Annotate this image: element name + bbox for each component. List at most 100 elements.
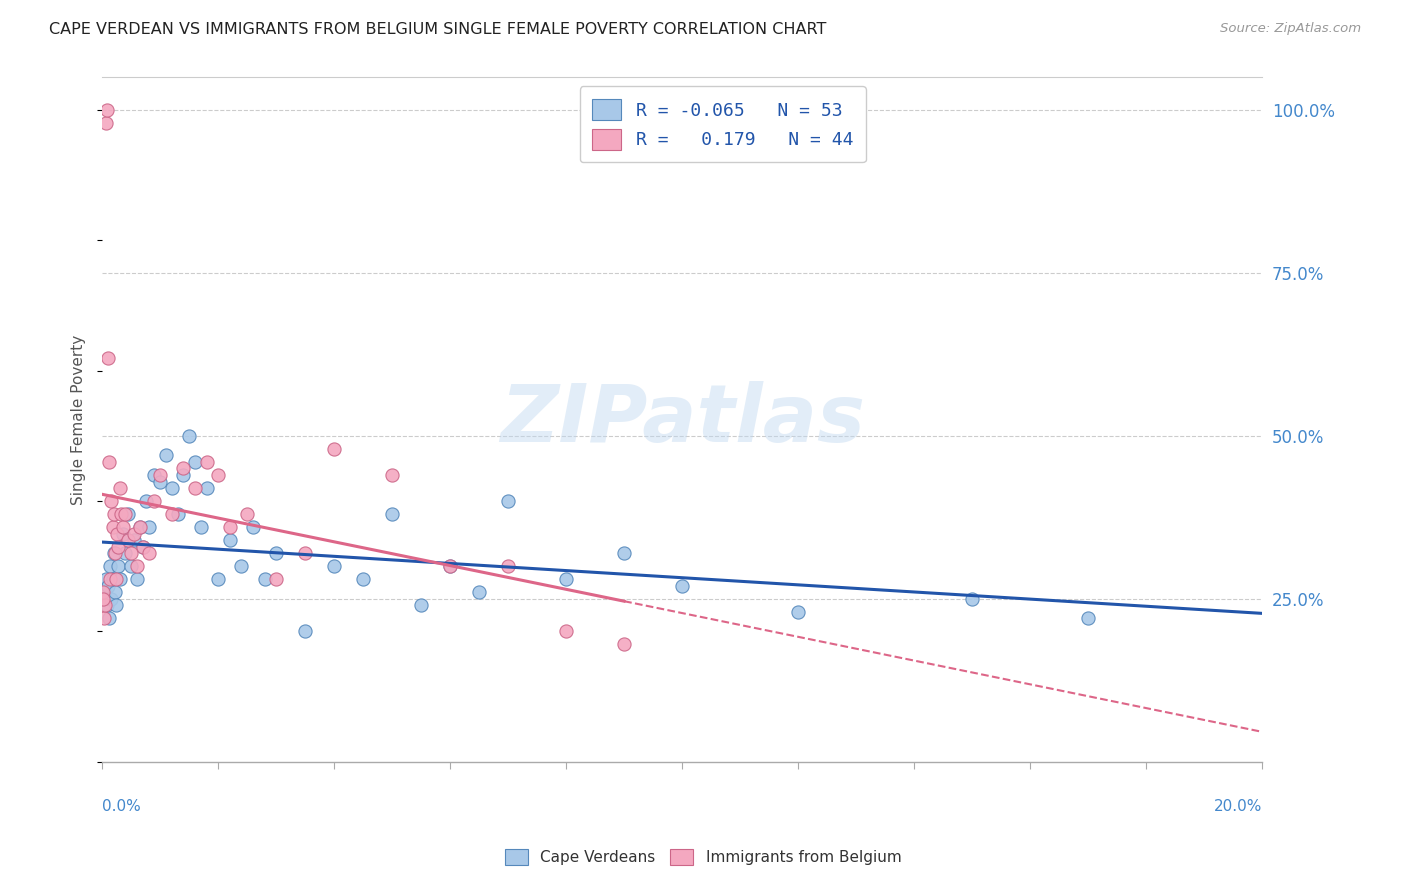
Y-axis label: Single Female Poverty: Single Female Poverty	[72, 334, 86, 505]
Point	[381, 507, 404, 521]
Point	[104, 546, 127, 560]
Point	[439, 559, 461, 574]
Point	[242, 520, 264, 534]
Point	[120, 546, 142, 560]
Point	[172, 468, 194, 483]
Point	[105, 526, 128, 541]
Point	[253, 572, 276, 586]
Point	[468, 585, 491, 599]
Point	[122, 526, 145, 541]
Point	[117, 507, 139, 521]
Point	[97, 351, 120, 365]
Point	[195, 481, 218, 495]
Point	[105, 599, 128, 613]
Point	[613, 637, 636, 651]
Point	[143, 468, 166, 483]
Point	[496, 559, 519, 574]
Point	[166, 507, 188, 521]
Text: 0.0%: 0.0%	[103, 799, 141, 814]
Point	[352, 572, 374, 586]
Point	[264, 546, 287, 560]
Point	[294, 546, 316, 560]
Point	[190, 520, 212, 534]
Point	[184, 455, 207, 469]
Point	[129, 520, 152, 534]
Point	[132, 540, 155, 554]
Point	[122, 533, 145, 548]
Point	[439, 559, 461, 574]
Point	[129, 520, 152, 534]
Point	[172, 461, 194, 475]
Point	[294, 624, 316, 639]
Point	[1077, 611, 1099, 625]
Point	[195, 455, 218, 469]
Point	[114, 507, 136, 521]
Point	[117, 533, 139, 548]
Point	[613, 546, 636, 560]
Point	[101, 520, 124, 534]
Point	[104, 585, 127, 599]
Point	[149, 468, 172, 483]
Point	[94, 599, 117, 613]
Legend: R = -0.065   N = 53, R =   0.179   N = 44: R = -0.065 N = 53, R = 0.179 N = 44	[579, 87, 866, 162]
Text: CAPE VERDEAN VS IMMIGRANTS FROM BELGIUM SINGLE FEMALE POVERTY CORRELATION CHART: CAPE VERDEAN VS IMMIGRANTS FROM BELGIUM …	[49, 22, 827, 37]
Point	[160, 507, 183, 521]
Point	[207, 468, 229, 483]
Point	[555, 624, 578, 639]
Point	[218, 533, 240, 548]
Text: 20.0%: 20.0%	[1213, 799, 1263, 814]
Point	[93, 611, 115, 625]
Point	[323, 442, 346, 456]
Point	[411, 599, 433, 613]
Point	[149, 475, 172, 489]
Point	[110, 507, 132, 521]
Point	[138, 520, 160, 534]
Point	[108, 572, 131, 586]
Point	[787, 605, 810, 619]
Point	[960, 591, 983, 606]
Point	[103, 546, 125, 560]
Point	[96, 599, 118, 613]
Point	[97, 579, 120, 593]
Text: ZIPatlas: ZIPatlas	[499, 381, 865, 458]
Point	[93, 585, 115, 599]
Point	[94, 572, 117, 586]
Point	[98, 455, 121, 469]
Point	[218, 520, 240, 534]
Point	[671, 579, 693, 593]
Point	[111, 526, 134, 541]
Point	[160, 481, 183, 495]
Point	[98, 572, 121, 586]
Point	[103, 507, 125, 521]
Point	[323, 559, 346, 574]
Point	[184, 481, 207, 495]
Point	[132, 540, 155, 554]
Point	[135, 494, 157, 508]
Point	[555, 572, 578, 586]
Point	[125, 559, 148, 574]
Point	[111, 520, 134, 534]
Point	[496, 494, 519, 508]
Point	[381, 468, 404, 483]
Point	[91, 585, 114, 599]
Point	[107, 559, 129, 574]
Point	[125, 572, 148, 586]
Point	[264, 572, 287, 586]
Point	[236, 507, 259, 521]
Point	[179, 429, 201, 443]
Point	[93, 591, 115, 606]
Point	[207, 572, 229, 586]
Point	[231, 559, 253, 574]
Point	[155, 449, 177, 463]
Point	[114, 546, 136, 560]
Point	[98, 611, 121, 625]
Point	[143, 494, 166, 508]
Legend: Cape Verdeans, Immigrants from Belgium: Cape Verdeans, Immigrants from Belgium	[499, 843, 907, 871]
Point	[101, 572, 124, 586]
Point	[94, 116, 117, 130]
Point	[108, 481, 131, 495]
Point	[120, 559, 142, 574]
Point	[98, 559, 121, 574]
Point	[96, 103, 118, 117]
Point	[107, 540, 129, 554]
